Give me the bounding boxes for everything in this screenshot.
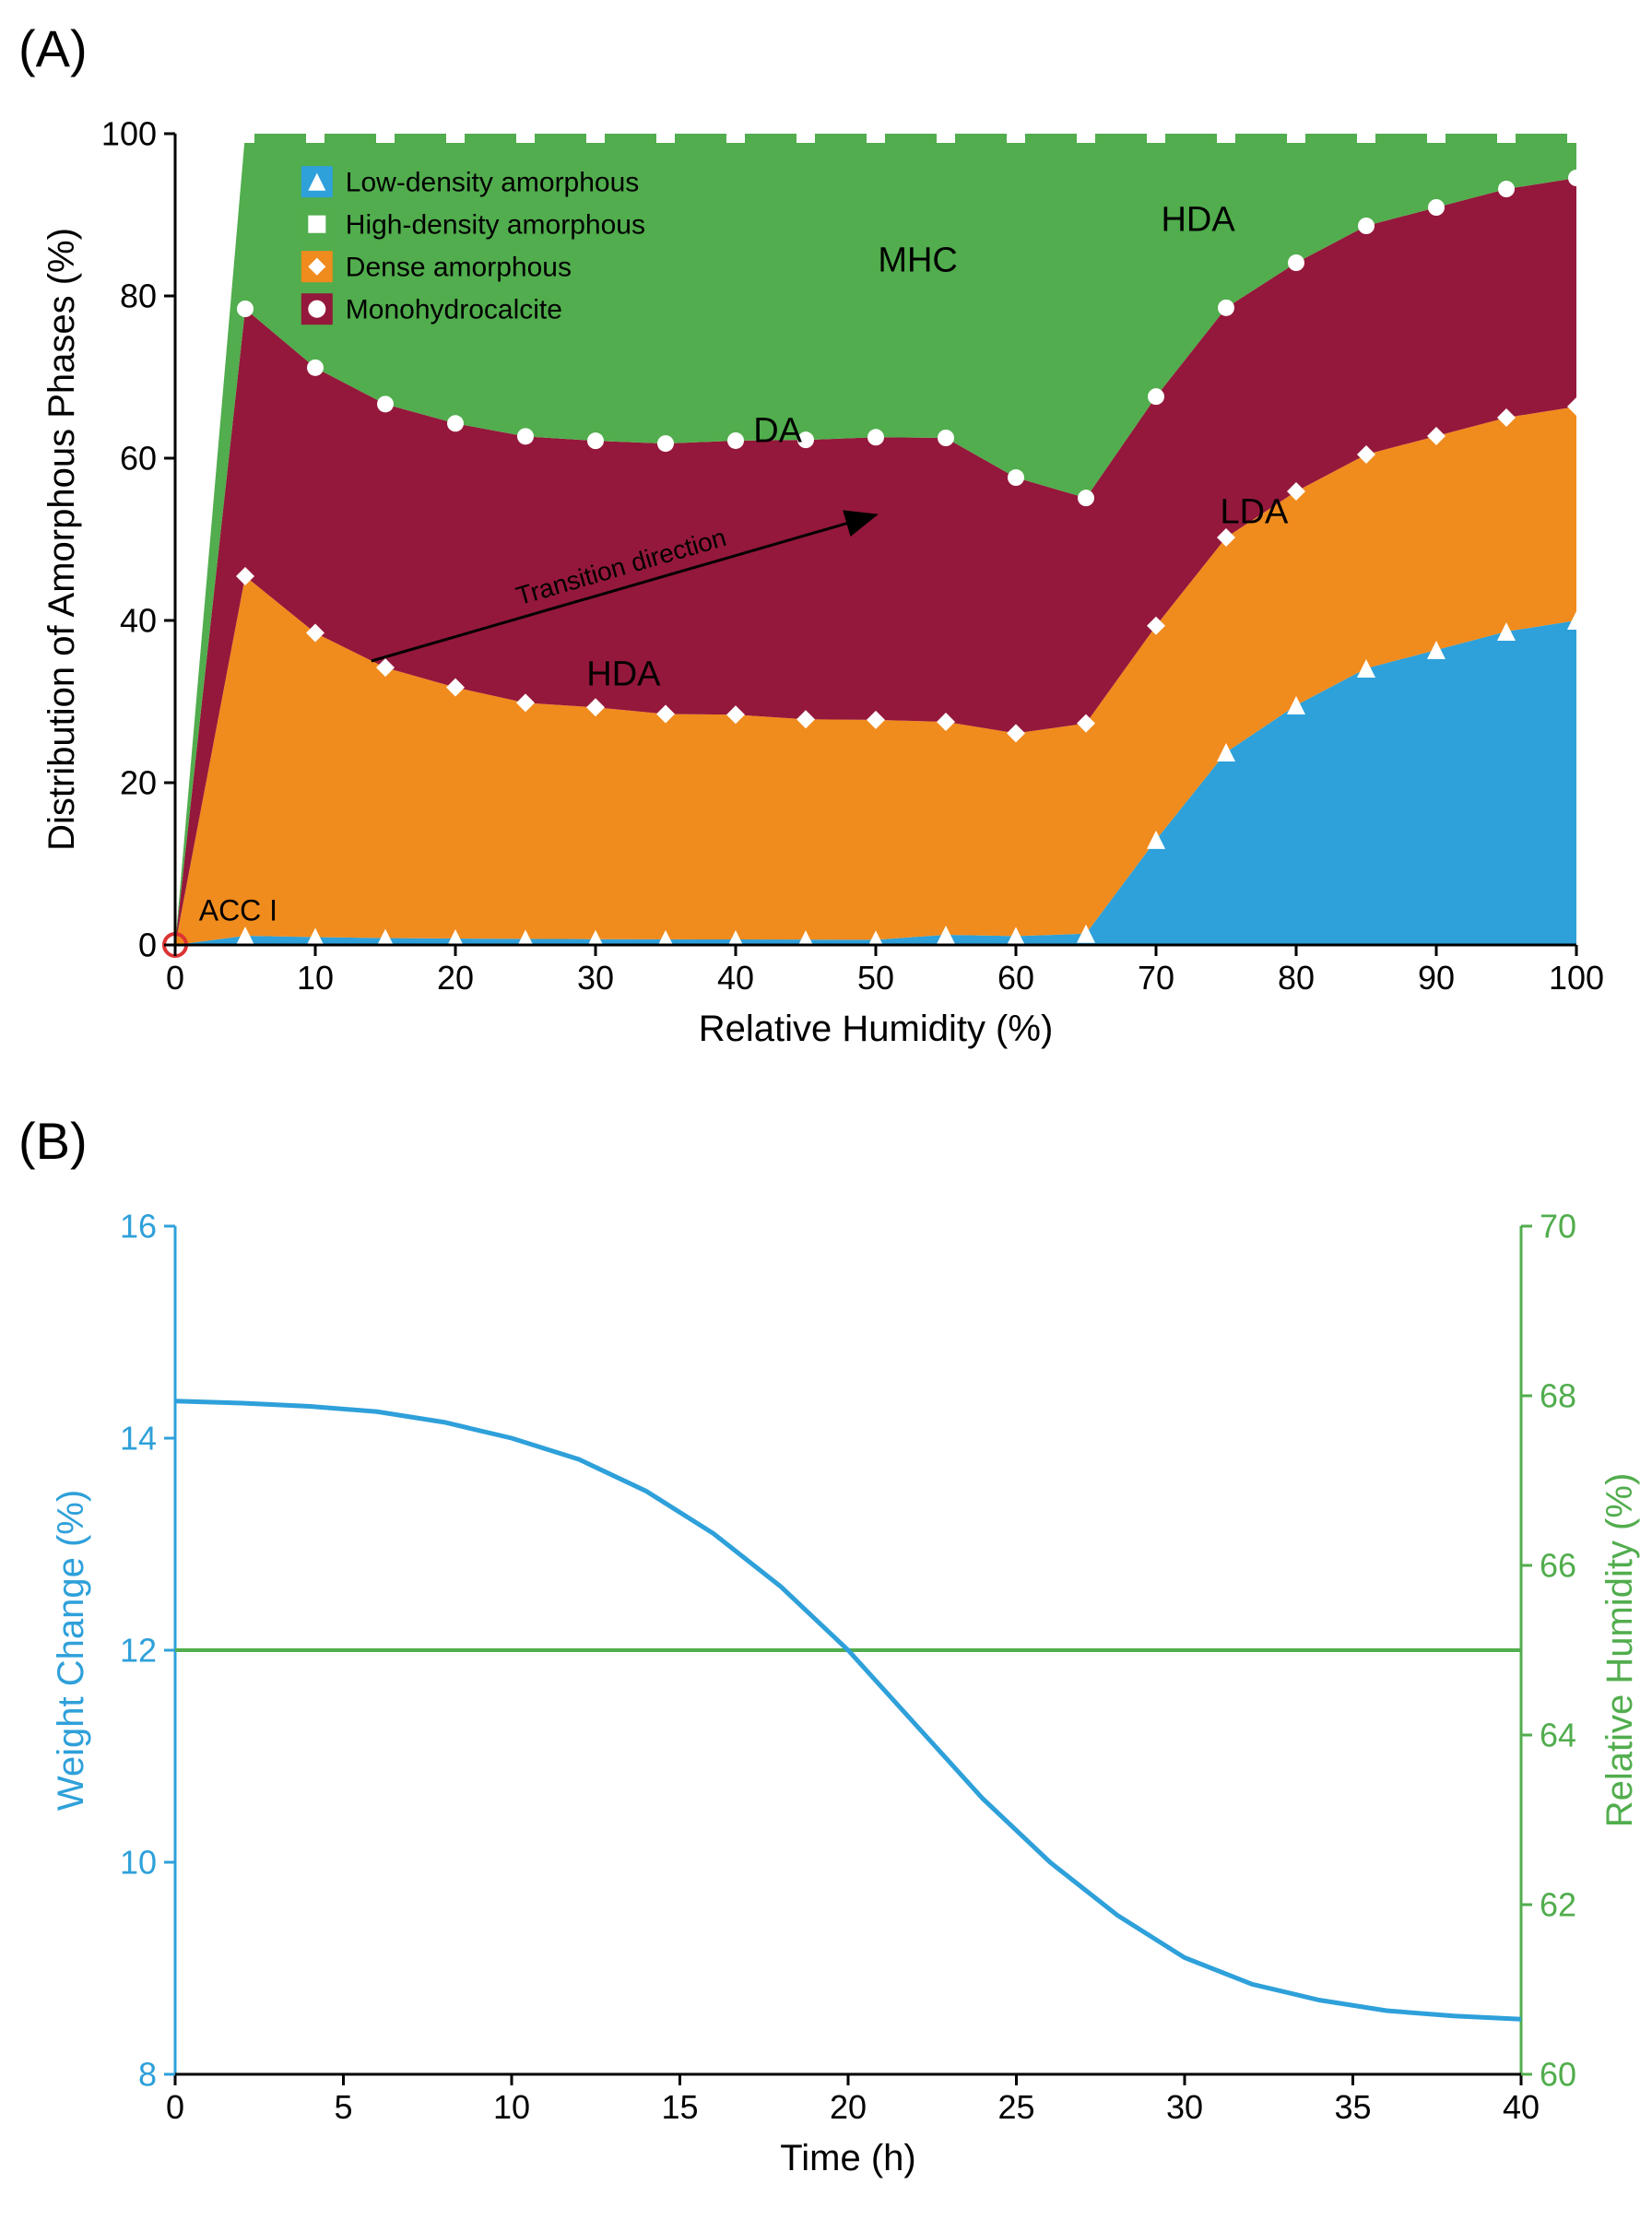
marker	[937, 124, 955, 143]
marker	[867, 429, 884, 445]
marker	[237, 301, 254, 317]
xtick-label: 0	[166, 2088, 184, 2126]
marker	[1147, 124, 1165, 143]
marker	[517, 428, 534, 444]
marker	[307, 360, 324, 376]
panel-a-label: (A)	[18, 18, 1634, 78]
marker	[447, 415, 464, 431]
marker	[867, 124, 885, 143]
ytick-label: 80	[120, 277, 157, 315]
ytick-left-label: 16	[120, 1208, 157, 1245]
xtick-label: 100	[1549, 959, 1604, 997]
weight-line	[175, 1401, 1521, 2019]
ytick-right-label: 64	[1540, 1717, 1576, 1754]
marker	[377, 395, 394, 412]
panel-b-chart: 0 5 10 15 20 25 30 35 40 8 10 12 14 16 60 62 64 66 68 70 Tim…	[18, 1171, 1652, 2213]
ytick-right-label: 60	[1540, 2056, 1576, 2094]
xtick-label: 5	[334, 2088, 352, 2126]
ytick-right-label: 68	[1540, 1377, 1576, 1415]
ytick-label: 0	[138, 927, 157, 964]
marker	[1218, 300, 1234, 316]
ytick-left-label: 10	[120, 1844, 157, 1882]
region-label: DA	[753, 411, 802, 450]
y-axis-right-label: Relative Humidity (%)	[1599, 1473, 1640, 1828]
xtick-label: 40	[1503, 2088, 1540, 2126]
legend-label: Low-density amorphous	[346, 167, 640, 197]
ytick-left-label: 14	[120, 1420, 157, 1458]
xtick-label: 80	[1278, 959, 1315, 997]
xtick-label: 10	[493, 2088, 530, 2126]
ytick-left-label: 12	[120, 1632, 157, 1670]
legend-marker	[308, 216, 325, 233]
legend-label: High-density amorphous	[346, 209, 645, 240]
marker	[727, 432, 744, 449]
xtick-label: 90	[1418, 959, 1455, 997]
legend-marker	[308, 301, 325, 318]
region-label: HDA	[586, 655, 661, 693]
region-label: ACC I	[199, 894, 277, 927]
panel-a-chart: 0 10 20 30 40 50 60 70 80 90 100 0 20 40 60 80 100 Relati…	[18, 78, 1613, 1083]
ytick-label: 20	[120, 764, 157, 802]
marker	[938, 430, 954, 446]
xtick-label: 20	[437, 959, 474, 997]
marker	[1568, 170, 1585, 186]
xtick-label: 60	[997, 959, 1034, 997]
ytick-label: 60	[120, 440, 157, 478]
marker	[796, 124, 815, 143]
ytick-right-label: 70	[1540, 1208, 1576, 1245]
marker	[1148, 388, 1164, 405]
ytick-label: 40	[120, 602, 157, 640]
ytick-left-label: 8	[138, 2056, 157, 2094]
legend-label: Dense amorphous	[346, 252, 572, 282]
marker	[1007, 124, 1025, 143]
marker	[657, 435, 674, 452]
marker	[446, 124, 465, 143]
xtick-label: 50	[857, 959, 894, 997]
figure-container: (A) 0102030405060708090100020406080100Re…	[18, 18, 1634, 2213]
xtick-label: 30	[577, 959, 614, 997]
xtick-label: 40	[717, 959, 754, 997]
marker	[656, 124, 675, 143]
y-axis-label: Distribution of Amorphous Phases (%)	[41, 228, 82, 851]
marker	[1567, 124, 1586, 143]
marker	[726, 124, 745, 143]
marker	[1358, 218, 1375, 234]
marker	[1428, 199, 1445, 216]
marker	[1008, 469, 1024, 486]
xtick-label: 0	[166, 959, 184, 997]
ytick-label: 100	[101, 115, 157, 153]
marker	[1497, 124, 1516, 143]
marker	[1498, 181, 1515, 197]
marker	[1288, 254, 1304, 271]
region-label: LDA	[1220, 492, 1289, 531]
marker	[587, 432, 604, 449]
ytick-right-label: 62	[1540, 1886, 1576, 1924]
marker	[306, 124, 324, 143]
panel-b-label: (B)	[18, 1111, 1634, 1171]
marker	[1077, 124, 1095, 143]
xtick-label: 15	[661, 2088, 698, 2126]
y-axis-left-label: Weight Change (%)	[51, 1490, 91, 1811]
marker	[586, 124, 605, 143]
marker	[1357, 124, 1375, 143]
region-label: MHC	[878, 242, 958, 280]
marker	[376, 124, 395, 143]
xtick-label: 20	[830, 2088, 867, 2126]
ytick-right-label: 66	[1540, 1547, 1576, 1585]
marker	[1078, 490, 1094, 506]
marker	[236, 124, 254, 143]
marker	[516, 124, 535, 143]
xtick-label: 35	[1334, 2088, 1371, 2126]
xtick-label: 30	[1166, 2088, 1203, 2126]
xtick-label: 25	[997, 2088, 1034, 2126]
x-axis-label: Relative Humidity (%)	[699, 1009, 1054, 1049]
x-axis-label: Time (h)	[780, 2138, 915, 2178]
marker	[1217, 124, 1235, 143]
marker	[1287, 124, 1305, 143]
legend-label: Monohydrocalcite	[346, 294, 562, 325]
region-label: HDA	[1161, 201, 1235, 240]
xtick-label: 10	[297, 959, 334, 997]
xtick-label: 70	[1138, 959, 1174, 997]
marker	[1427, 124, 1446, 143]
